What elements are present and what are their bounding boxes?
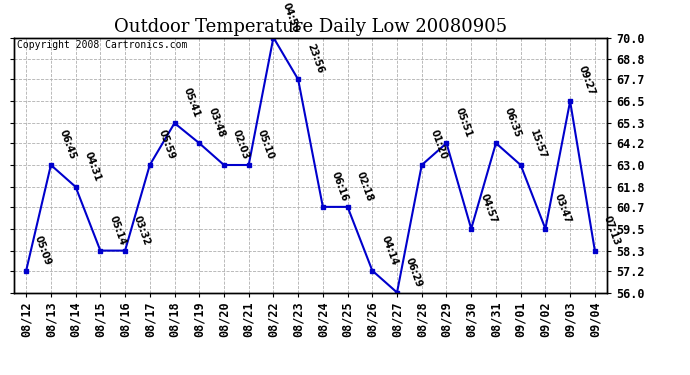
Text: 06:35: 06:35 [503, 106, 523, 139]
Text: 05:41: 05:41 [181, 86, 201, 119]
Text: 15:57: 15:57 [528, 128, 548, 161]
Text: 23:56: 23:56 [305, 43, 325, 75]
Title: Outdoor Temperature Daily Low 20080905: Outdoor Temperature Daily Low 20080905 [114, 18, 507, 36]
Text: 05:51: 05:51 [453, 106, 473, 139]
Text: 04:14: 04:14 [380, 234, 400, 267]
Text: 05:10: 05:10 [255, 128, 275, 161]
Text: 01:20: 01:20 [428, 128, 448, 161]
Text: 05:14: 05:14 [107, 214, 127, 246]
Text: 04:50: 04:50 [280, 1, 300, 33]
Text: 03:47: 03:47 [552, 192, 572, 225]
Text: 06:45: 06:45 [58, 128, 78, 161]
Text: 06:29: 06:29 [404, 256, 424, 288]
Text: 03:48: 03:48 [206, 106, 226, 139]
Text: 02:03: 02:03 [231, 128, 251, 161]
Text: 04:31: 04:31 [83, 150, 103, 183]
Text: 03:32: 03:32 [132, 214, 152, 246]
Text: 02:18: 02:18 [355, 170, 375, 203]
Text: 09:27: 09:27 [577, 64, 597, 97]
Text: 06:16: 06:16 [330, 170, 350, 203]
Text: Copyright 2008 Cartronics.com: Copyright 2008 Cartronics.com [17, 40, 187, 50]
Text: 05:09: 05:09 [33, 234, 53, 267]
Text: 04:57: 04:57 [478, 192, 498, 225]
Text: 05:59: 05:59 [157, 128, 177, 161]
Text: 07:13: 07:13 [602, 214, 622, 246]
